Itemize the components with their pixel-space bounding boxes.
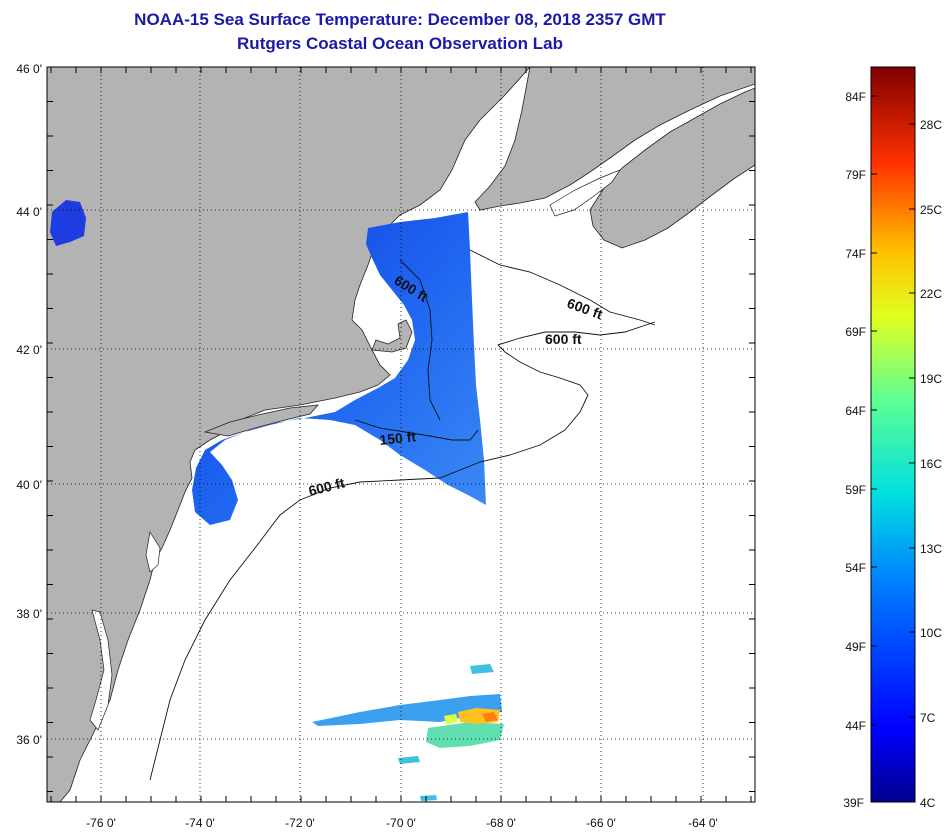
bathymetry-contours (149, 249, 656, 781)
us-mainland (47, 67, 531, 802)
lat-label: 38 0' (16, 607, 42, 621)
colorbar-c-label: 25C (920, 203, 942, 217)
contour-gulf-inner (399, 259, 441, 421)
colorbar-f-label: 64F (845, 404, 866, 418)
contour-600ft-shelf (149, 321, 656, 781)
lon-label: -76 0' (86, 816, 116, 830)
lat-label: 46 0' (16, 62, 42, 76)
colorbar-f-label: 49F (845, 640, 866, 654)
colorbar-f-label: 84F (845, 90, 866, 104)
colorbar-f-label: 59F (845, 483, 866, 497)
lon-label: -72 0' (285, 816, 315, 830)
colorbar-f-label: 74F (845, 247, 866, 261)
latitude-axis: 46 0' 44 0' 42 0' 40 0' 38 0' 36 0' (16, 62, 42, 747)
colorbar-c-label: 13C (920, 542, 942, 556)
colorbar-c-label: 4C (920, 796, 936, 810)
lon-label: -70 0' (386, 816, 416, 830)
map-title: NOAA-15 Sea Surface Temperature: Decembe… (134, 10, 666, 29)
lon-label: -68 0' (486, 816, 516, 830)
bay-of-fundy (549, 169, 621, 217)
lat-label: 42 0' (16, 343, 42, 357)
colorbar-c-label: 22C (920, 287, 942, 301)
nova-scotia (589, 87, 755, 249)
colorbar-c-label: 16C (920, 457, 942, 471)
chesapeake-bay (89, 609, 113, 731)
lake-ontario-sst (50, 200, 86, 246)
colorbar-celsius-labels: 28C 25C 22C 19C 16C 13C 10C 7C 4C (920, 118, 942, 810)
colorbar-f-label: 44F (845, 719, 866, 733)
lon-label: -64 0' (688, 816, 718, 830)
contour-label: 600 ft (545, 331, 582, 347)
lon-label: -74 0' (185, 816, 215, 830)
axis-ticks (47, 66, 755, 802)
cape-cod (371, 319, 413, 353)
colorbar-f-label: 39F (843, 796, 864, 810)
lat-label: 40 0' (16, 478, 42, 492)
sst-south-patches (312, 664, 504, 801)
colorbar-f-label: 69F (845, 325, 866, 339)
colorbar-ticks (871, 95, 915, 726)
colorbar-c-label: 19C (920, 372, 942, 386)
colorbar (870, 66, 916, 803)
lat-label: 44 0' (16, 205, 42, 219)
canada-land (474, 67, 755, 211)
sst-swath (192, 212, 486, 525)
delaware-bay (145, 531, 161, 573)
map-subtitle: Rutgers Coastal Ocean Observation Lab (237, 34, 563, 53)
lon-label: -66 0' (586, 816, 616, 830)
colorbar-c-label: 7C (920, 711, 936, 725)
lat-label: 36 0' (16, 733, 42, 747)
contour-150ft (354, 419, 479, 441)
contour-label: 150 ft (379, 428, 417, 448)
colorbar-fahrenheit-labels: 84F 79F 74F 69F 64F 59F 54F 49F 44F 39F (843, 90, 866, 810)
graticule (47, 67, 755, 802)
contour-600ft-gulf (469, 249, 656, 326)
long-island (203, 404, 319, 437)
colorbar-c-label: 28C (920, 118, 942, 132)
colorbar-c-label: 10C (920, 626, 942, 640)
colorbar-f-label: 54F (845, 561, 866, 575)
colorbar-f-label: 79F (845, 168, 866, 182)
longitude-axis: -76 0' -74 0' -72 0' -70 0' -68 0' -66 0… (86, 816, 718, 830)
